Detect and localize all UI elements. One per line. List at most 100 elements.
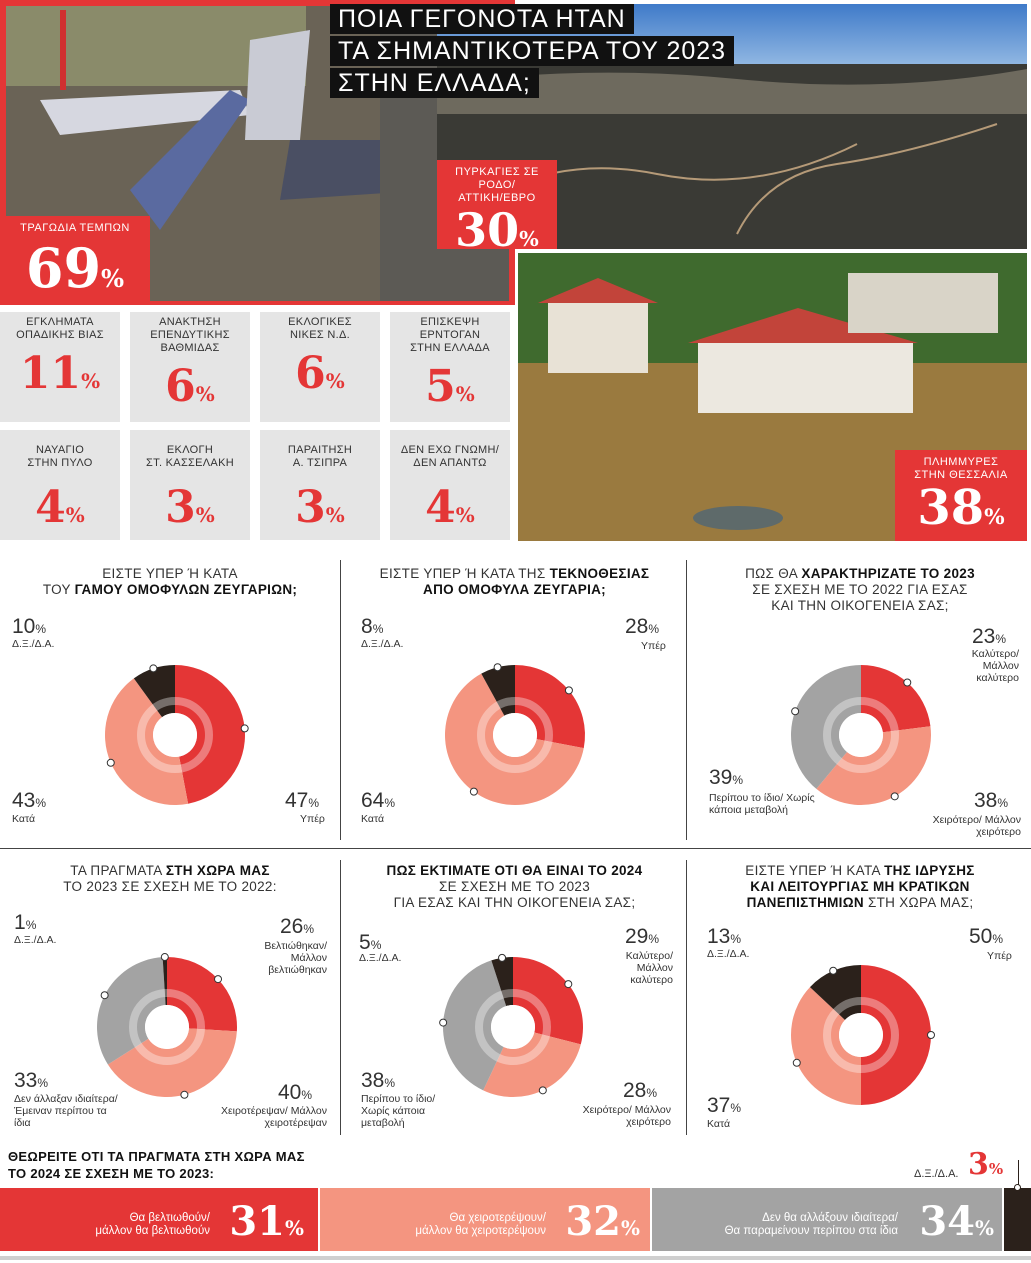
donut-hole	[839, 713, 883, 757]
segment-value: 34%	[919, 1198, 994, 1245]
floods-caption: ΠΛΗΜΜΥΡΕΣ ΣΤΗΝ ΘΕΣΣΑΛΙΑ	[914, 456, 1008, 481]
donut-hole	[839, 1013, 883, 1057]
tile-no-opinion: ΔΕΝ ΕΧΩ ΓΝΩΜΗ/ΔΕΝ ΑΠΑΝΤΩ 4%	[390, 430, 510, 540]
tile-nd-wins: ΕΚΛΟΓΙΚΕΣ ΝΙΚΕΣ Ν.Δ. 6%	[260, 312, 380, 422]
tile-value: 3%	[165, 482, 215, 533]
bar-segment-dk	[1004, 1188, 1031, 1251]
bar-segment-better: Θα βελτιωθούν/μάλλον θα βελτιωθούν 31%	[0, 1188, 318, 1251]
donut-slice	[97, 957, 166, 1065]
label-for: Υπέρ	[300, 813, 325, 825]
chart-title: ΕΙΣΤΕ ΥΠΕΡ Ή ΚΑΤΑ ΤΗΣ ΙΔΡΥΣΗΣ ΚΑΙ ΛΕΙΤΟΥΡ…	[745, 863, 975, 910]
tile-value: 5%	[425, 361, 475, 412]
value-label-against: 43%	[12, 789, 47, 812]
divider-v4	[686, 860, 687, 1135]
donut-slice	[481, 665, 515, 716]
floods-value: 38%	[917, 480, 1005, 536]
chart-title: ΕΙΣΤΕ ΥΠΕΡ Ή ΚΑΤΑ ΤΟΥ ΓΑΜΟΥ ΟΜΟΦΥΛΩΝ ΖΕΥΓ…	[42, 566, 298, 597]
donut-ring	[137, 697, 213, 773]
title-line-2: ΤΑ ΣΗΜΑΝΤΙΚΟΤΕΡΑ ΤΟΥ 2023	[330, 36, 735, 66]
tempi-caption: ΤΡΑΓΩΔΙΑ ΤΕΜΠΩΝ	[20, 222, 130, 234]
tile-value: 6%	[295, 348, 345, 399]
value-label-for: 50%	[969, 925, 1004, 948]
chart-title: ΤΑ ΠΡΑΓΜΑΤΑ ΣΤΗ ΧΩΡΑ ΜΑΣ ΤΟ 2023 ΣΕ ΣΧΕΣΗ…	[63, 863, 277, 894]
donut-chart	[445, 663, 585, 805]
leader-dot	[240, 724, 249, 733]
donut-slice	[861, 965, 931, 1105]
chart-same-sex-marriage: ΕΙΣΤΕ ΥΠΕΡ Ή ΚΑΤΑ ΤΟΥ ΓΑΜΟΥ ΟΜΟΦΥΛΩΝ ΖΕΥΓ…	[0, 560, 340, 845]
title-line-1: ΠΟΙΑ ΓΕΓΟΝΟΤΑ ΗΤΑΝ	[330, 4, 634, 34]
donut-slice	[483, 1032, 581, 1097]
leader-dot	[538, 1086, 547, 1095]
divider-v1	[340, 560, 341, 840]
value-label-worse: 40%	[278, 1081, 313, 1104]
label-against: Κατά	[12, 813, 36, 825]
chart-title: ΠΩΣ ΕΚΤΙΜΑΤΕ ΟΤΙ ΘΑ ΕΙΝΑΙ ΤΟ 2024 ΣΕ ΣΧΕΣ…	[386, 863, 643, 910]
label-dk: Δ.Ξ./Δ.Α.	[359, 952, 402, 964]
leader-dot	[927, 1031, 935, 1039]
value-label-same: 33%	[14, 1069, 49, 1092]
chart-2024-personal: ΠΩΣ ΕΚΤΙΜΑΤΕ ΟΤΙ ΘΑ ΕΙΝΑΙ ΤΟ 2024 ΣΕ ΣΧΕΣ…	[343, 860, 686, 1140]
leader-dot	[792, 1058, 801, 1067]
label-against: Κατά	[361, 813, 385, 825]
leader-dot	[564, 980, 573, 989]
chart-same-sex-adoption: ΕΙΣΤΕ ΥΠΕΡ Ή ΚΑΤΑ ΤΗΣ ΤΕΚΝΟΘΕΣΙΑΣ ΑΠΟ ΟΜΟ…	[343, 560, 686, 845]
chart-private-universities: ΕΙΣΤΕ ΥΠΕΡ Ή ΚΑΤΑ ΤΗΣ ΙΔΡΥΣΗΣ ΚΑΙ ΛΕΙΤΟΥΡ…	[689, 860, 1031, 1140]
donut-slice	[515, 665, 585, 749]
donut-chart	[104, 664, 249, 805]
donut-chart	[439, 953, 583, 1097]
tempi-value: 69%	[25, 236, 125, 300]
value-label-worse: 28%	[623, 1079, 658, 1102]
value-label-dk: 1%	[14, 911, 37, 934]
page-title: ΠΟΙΑ ΓΕΓΟΝΟΤΑ ΗΤΑΝ ΤΑ ΣΗΜΑΝΤΙΚΟΤΕΡΑ ΤΟΥ …	[330, 4, 735, 100]
value-label-for: 28%	[625, 615, 660, 638]
donut-slice	[162, 957, 167, 1006]
label-worse: Χειρότερο/ Μάλλον χειρότερο	[932, 814, 1021, 838]
tile-value: 3%	[295, 482, 345, 533]
tile-value: 4%	[35, 482, 85, 533]
donut-chart	[97, 953, 238, 1099]
donut-slice	[791, 665, 861, 789]
donut-slice	[816, 726, 931, 805]
donut-chart	[791, 965, 935, 1105]
divider-h	[0, 848, 1031, 849]
value-label-same: 38%	[361, 1069, 396, 1092]
donut-slice	[491, 957, 513, 1007]
bottom-rule	[0, 1256, 1031, 1260]
donut-slice	[175, 665, 246, 804]
donut-ring	[477, 697, 553, 773]
value-label-better: 23%	[972, 625, 1007, 648]
donut-ring	[823, 697, 899, 773]
value-label-dk: 5%	[359, 931, 382, 954]
donut-slice	[445, 673, 584, 805]
donut-hole	[493, 713, 537, 757]
dk-value: 3%	[968, 1147, 1004, 1182]
label-worse: Χειροτέρεψαν/ Μάλλον χειροτέρεψαν	[220, 1105, 327, 1129]
value-label-against: 37%	[707, 1094, 742, 1117]
dk-leader-dot	[1014, 1184, 1021, 1191]
donut-slice	[809, 965, 861, 1020]
leader-dot	[469, 787, 478, 796]
donut-slice	[133, 665, 175, 718]
chart-title: ΠΩΣ ΘΑ ΧΑΡΑΚΤΗΡΙΖΑΤΕ ΤΟ 2023 ΣΕ ΣΧΕΣΗ ΜΕ …	[745, 566, 975, 613]
value-label-dk: 10%	[12, 615, 47, 638]
bar-segment-worse: Θα χειροτερέψουν/μάλλον θα χειροτερέψουν…	[320, 1188, 650, 1251]
donut-slice	[861, 665, 931, 733]
tile-investment-grade: ΑΝΑΚΤΗΣΗ ΕΠΕΝΔΥΤΙΚΗΣ ΒΑΘΜΙΔΑΣ 6%	[130, 312, 250, 422]
divider-v3	[340, 860, 341, 1135]
tile-value: 11%	[19, 348, 101, 399]
leader-dot	[100, 991, 109, 1000]
tile-pylos-shipwreck: ΝΑΥΑΓΙΟ ΣΤΗΝ ΠΥΛΟ 4%	[0, 430, 120, 540]
bar-segment-same: Δεν θα αλλάξουν ιδιαίτερα/Θα παραμείνουν…	[652, 1188, 1002, 1251]
label-dk: Δ.Ξ./Δ.Α.	[12, 638, 55, 650]
segment-value: 32%	[565, 1198, 640, 1245]
label-dk: Δ.Ξ./Δ.Α.	[361, 638, 404, 650]
segment-value: 31%	[229, 1198, 304, 1245]
fires-label: ΠΥΡΚΑΓΙΕΣ ΣΕ ΡΟΔΟ/ΑΤΤΙΚΗ/ΕΒΡΟ 30%	[437, 160, 557, 253]
leader-dot	[829, 966, 838, 975]
tile-value: 6%	[165, 361, 215, 412]
value-label-dk: 13%	[707, 925, 742, 948]
leader-dot	[160, 953, 169, 962]
leader-dot	[439, 1018, 448, 1027]
value-label-for: 47%	[285, 789, 320, 812]
leader-dot	[890, 792, 899, 801]
